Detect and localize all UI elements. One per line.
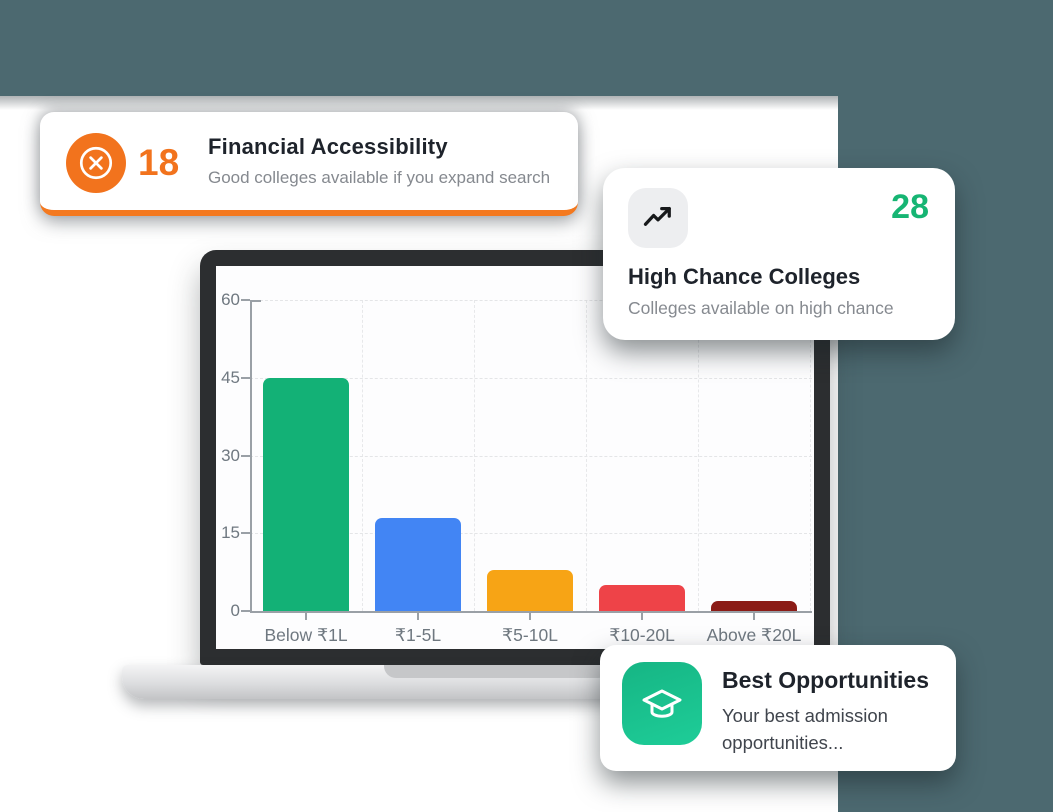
gridline-horizontal — [250, 455, 812, 457]
laptop-base-notch — [384, 665, 610, 678]
best-opportunities-title: Best Opportunities — [722, 667, 930, 693]
y-axis-tick — [241, 454, 250, 457]
x-axis-line — [250, 611, 812, 613]
gridline-horizontal — [250, 377, 812, 379]
bar-3 — [599, 585, 685, 611]
x-axis-label: ₹1-5L — [394, 625, 442, 645]
graduation-cap-icon — [622, 662, 702, 745]
financial-count: 18 — [138, 142, 180, 183]
bar-0 — [263, 377, 349, 611]
bar-2 — [487, 569, 573, 611]
x-axis-label: Below ₹1L — [264, 625, 348, 645]
trending-up-icon — [628, 188, 688, 248]
x-axis-tick — [417, 613, 419, 620]
y-axis-label: 60 — [221, 290, 240, 309]
high-chance-title: High Chance Colleges — [628, 264, 861, 289]
gridline-horizontal — [250, 533, 812, 535]
x-circle-icon — [66, 133, 126, 193]
financial-accessibility-card: 18 Financial Accessibility Good colleges… — [40, 112, 578, 216]
y-axis-label: 15 — [221, 523, 240, 543]
y-axis-tick — [241, 376, 250, 379]
y-axis-top-cap — [252, 300, 261, 302]
y-axis-label: 0 — [230, 601, 240, 620]
y-axis-tick — [241, 299, 250, 301]
best-opportunities-subtitle: Your best admission opportunities... — [722, 705, 888, 753]
x-axis-tick — [305, 613, 307, 620]
y-axis-line — [250, 300, 252, 611]
high-chance-subtitle: Colleges available on high chance — [628, 298, 894, 318]
y-axis-tick — [241, 610, 250, 612]
gridline-horizontal — [250, 300, 812, 301]
y-axis-tick — [241, 532, 250, 535]
financial-subtitle: Good colleges available if you expand se… — [208, 168, 551, 187]
x-axis-label: ₹10-20L — [609, 625, 675, 645]
y-axis-label: 30 — [221, 445, 240, 465]
x-axis-tick — [753, 613, 755, 620]
bar-1 — [375, 517, 461, 611]
best-opportunities-card: Best Opportunities Your best admission o… — [600, 645, 956, 771]
x-axis-label: Above ₹20L — [706, 625, 802, 645]
bar-4 — [711, 600, 797, 611]
high-chance-count: 28 — [891, 188, 929, 226]
y-axis-label: 45 — [221, 367, 240, 387]
financial-title: Financial Accessibility — [208, 134, 448, 159]
x-axis-tick — [641, 613, 643, 620]
x-axis-tick — [529, 613, 531, 620]
x-axis-label: ₹5-10L — [502, 625, 558, 645]
high-chance-card: 28 High Chance Colleges Colleges availab… — [603, 168, 955, 340]
